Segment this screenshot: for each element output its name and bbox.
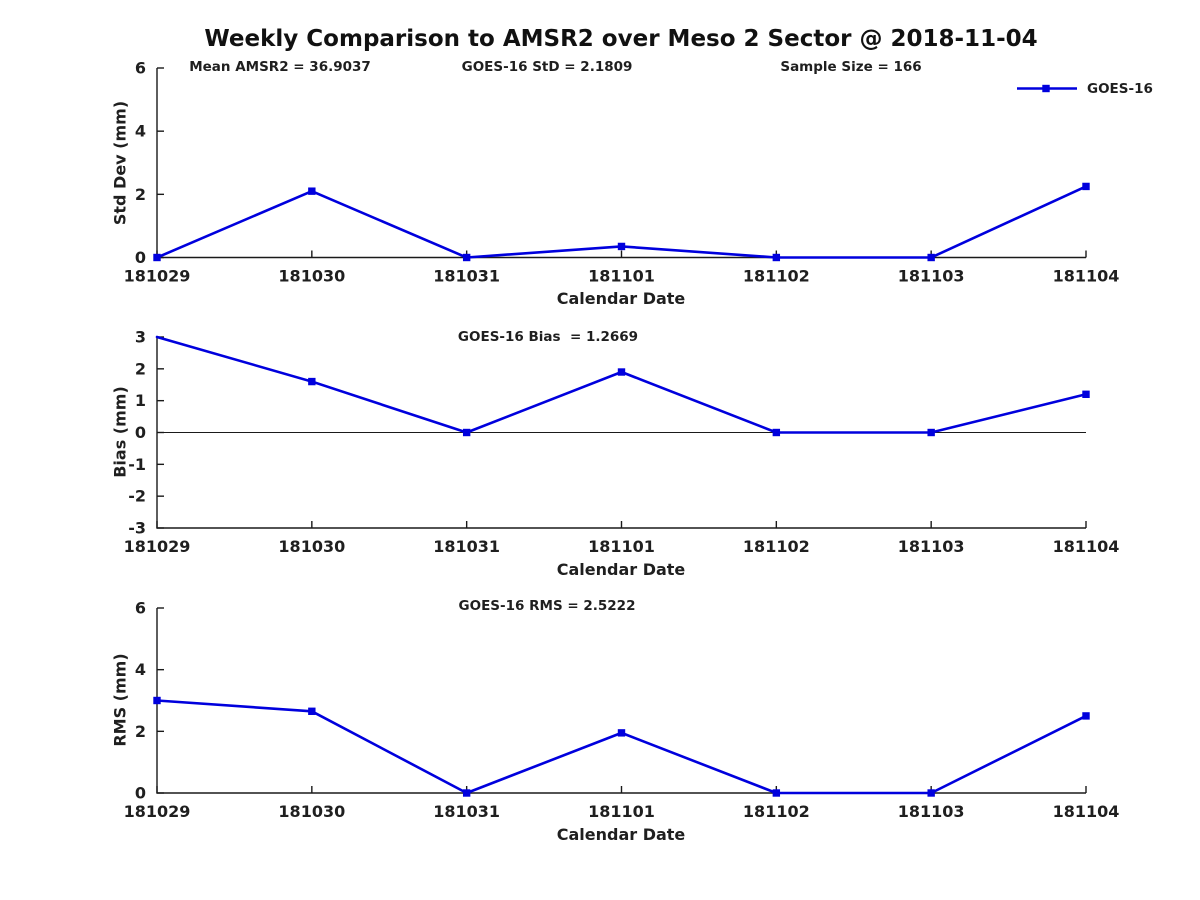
y-tick-label: -3 xyxy=(128,519,146,538)
data-marker-GOES-16 xyxy=(617,242,626,251)
data-marker-GOES-16 xyxy=(927,428,935,437)
data-marker-GOES-16 xyxy=(308,707,316,715)
y-tick-label: 4 xyxy=(135,122,146,141)
data-marker-GOES-16 xyxy=(462,428,471,437)
x-axis-label-calendar-date-3: Calendar Date xyxy=(556,825,686,844)
y-tick-label: 3 xyxy=(135,328,146,347)
y-tick-label: 6 xyxy=(135,599,146,618)
x-tick-label: 181030 xyxy=(278,802,345,821)
y-tick-label: 1 xyxy=(135,391,146,410)
data-marker-GOES-16 xyxy=(772,789,781,797)
x-tick-label: 181102 xyxy=(743,267,810,286)
subplot-std-dev: 0 2 4 6 181029 181030 181031 181101 181102 181103… xyxy=(124,59,1120,286)
y-tick-label: 0 xyxy=(135,248,146,267)
x-tick-label: 181104 xyxy=(1053,537,1120,556)
annotation-goes16-std: GOES-16 StD = 2.1809 xyxy=(461,59,633,75)
x-tick-label: 181031 xyxy=(433,802,500,821)
data-marker-GOES-16 xyxy=(1082,182,1090,191)
x-tick-label: 181101 xyxy=(588,267,655,286)
x-axis-label-calendar-date-2: Calendar Date xyxy=(556,560,686,579)
y-tick-label: 2 xyxy=(135,722,146,741)
data-marker-GOES-16 xyxy=(308,377,316,386)
data-line-GOES-16 xyxy=(155,335,1088,434)
data-marker-GOES-16 xyxy=(462,789,471,797)
legend-line-marker-icon xyxy=(1017,84,1077,93)
data-marker-GOES-16 xyxy=(927,253,935,262)
x-tick-label: 181104 xyxy=(1053,802,1120,821)
x-tick-label: 181104 xyxy=(1053,267,1120,286)
x-tick-label: 181030 xyxy=(278,537,345,556)
y-tick-label: -1 xyxy=(128,455,146,474)
y-axis-label-bias: Bias (mm) xyxy=(110,386,130,478)
chart-title: Weekly Comparison to AMSR2 over Meso 2 S… xyxy=(204,26,1038,52)
data-marker-GOES-16 xyxy=(153,253,161,262)
x-tick-label: 181101 xyxy=(588,537,655,556)
x-tick-label: 181029 xyxy=(124,267,191,286)
x-tick-label: 181029 xyxy=(124,802,191,821)
y-tick-label: 2 xyxy=(135,359,146,378)
y-tick-label: 4 xyxy=(135,660,146,679)
x-tick-label: 181101 xyxy=(588,802,655,821)
axis-spines xyxy=(156,68,1086,259)
data-marker-GOES-16 xyxy=(927,789,935,797)
data-marker-GOES-16 xyxy=(1082,712,1090,720)
data-marker-GOES-16 xyxy=(617,368,626,376)
data-marker-GOES-16 xyxy=(617,729,626,737)
x-tick-label: 181031 xyxy=(433,267,500,286)
x-tick-label: 181102 xyxy=(743,537,810,556)
legend-label: GOES-16 xyxy=(1087,80,1153,97)
subplot-bias: -3 -2 -1 0 1 2 3 181029 181030 181031 181101 181102… xyxy=(124,328,1120,557)
annotation-goes16-bias: GOES-16 Bias = 1.2669 xyxy=(457,329,639,345)
data-marker-GOES-16 xyxy=(153,696,161,705)
data-marker-GOES-16 xyxy=(462,253,471,262)
data-marker-GOES-16 xyxy=(1082,390,1090,398)
y-tick-label: 0 xyxy=(135,784,146,803)
x-tick-label: 181102 xyxy=(743,802,810,821)
x-tick-label: 181103 xyxy=(898,802,965,821)
y-tick-label: -2 xyxy=(128,487,146,506)
legend: GOES-16 xyxy=(1016,80,1153,97)
annotation-mean-amsr2: Mean AMSR2 = 36.9037 xyxy=(189,59,371,75)
x-tick-label: 181029 xyxy=(124,537,191,556)
y-tick-label: 2 xyxy=(135,185,146,204)
data-line-GOES-16 xyxy=(155,699,1088,795)
data-marker-GOES-16 xyxy=(308,187,316,195)
x-tick-label: 181030 xyxy=(278,267,345,286)
x-tick-label: 181031 xyxy=(433,537,500,556)
y-axis-label-std-dev: Std Dev (mm) xyxy=(110,100,130,226)
data-marker-GOES-16 xyxy=(772,428,781,437)
x-tick-label: 181103 xyxy=(898,267,965,286)
x-axis-label-calendar-date-1: Calendar Date xyxy=(556,289,686,308)
y-tick-label: 6 xyxy=(135,59,146,78)
annotation-goes16-rms: GOES-16 RMS = 2.5222 xyxy=(458,598,636,614)
x-tick-label: 181103 xyxy=(898,537,965,556)
axis-spines xyxy=(156,608,1086,794)
annotation-sample-size: Sample Size = 166 xyxy=(780,59,922,75)
data-marker-GOES-16 xyxy=(772,253,781,262)
y-tick-label: 0 xyxy=(135,423,146,442)
subplot-rms: 0 2 4 6 181029 181030 181031 181101 181102 181103… xyxy=(124,599,1120,822)
y-axis-label-rms: RMS (mm) xyxy=(110,653,130,747)
